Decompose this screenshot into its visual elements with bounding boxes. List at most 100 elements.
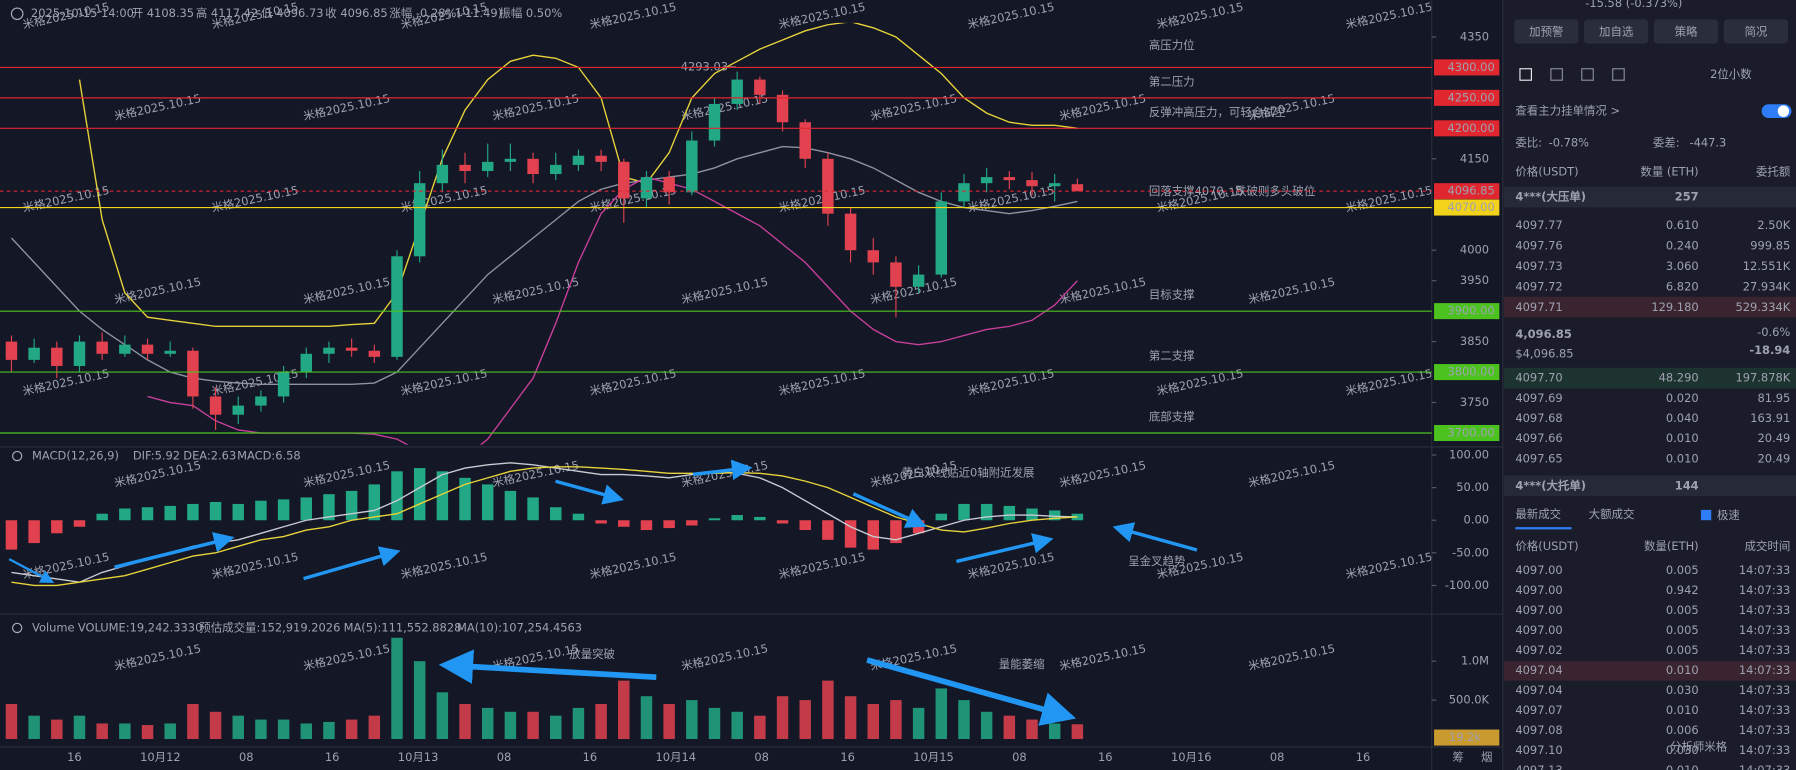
asks-cell: 999.85 [1750, 239, 1790, 253]
candle-body [663, 177, 675, 193]
bids-cell: 0.010 [1666, 431, 1699, 445]
button-label[interactable]: 加预警 [1529, 25, 1563, 39]
button[interactable] [1653, 19, 1719, 44]
asks-cell: 129.180 [1651, 300, 1698, 314]
volume-bar [323, 721, 335, 740]
header-info: 低 4096.73 [261, 6, 323, 20]
macd-bar [51, 520, 63, 534]
volume-tick-label: 500.0K [1449, 693, 1490, 707]
tool-icon[interactable] [1550, 68, 1563, 81]
volume-bar [436, 692, 449, 740]
x-tick-label: 08 [239, 750, 254, 764]
macd-annotation: 呈金叉趋势 [1128, 554, 1185, 568]
volume-bar [686, 700, 698, 740]
tab[interactable]: 大额成交 [1589, 507, 1635, 521]
candle-body [935, 201, 948, 275]
trades-cell: 0.030 [1666, 743, 1699, 757]
tab[interactable]: 最新成交 [1515, 507, 1561, 521]
volume-legend: Volume [32, 620, 75, 634]
macd-legend: DEA:2.63 [183, 449, 236, 463]
candle-body [1026, 180, 1038, 187]
trades-cell: 4097.08 [1515, 723, 1562, 737]
candle-body [368, 350, 381, 357]
candle-body [504, 158, 517, 162]
volume-current-box [1434, 729, 1500, 746]
trades-cell: 14:07:33 [1739, 643, 1790, 657]
level-box [1434, 59, 1500, 76]
button[interactable] [1584, 19, 1649, 44]
x-tick-label: 10月15 [913, 750, 954, 764]
candle-body [754, 79, 766, 95]
candle-body [867, 250, 879, 263]
macd-bar [96, 513, 108, 521]
trades-cell: 4097.00 [1515, 583, 1562, 597]
tool-icon[interactable] [1519, 68, 1532, 81]
macd-bar [776, 520, 789, 524]
trades-cell: 0.006 [1666, 723, 1699, 737]
main-orders-link[interactable]: 查看主力挂单情况 > [1515, 104, 1620, 118]
macd-bar [867, 520, 879, 550]
order-ratio: -447.3 [1689, 136, 1726, 150]
volume-bar [1048, 723, 1061, 740]
candle-body [958, 183, 970, 202]
arrow [555, 479, 624, 505]
tool-icon[interactable] [1581, 68, 1594, 81]
arrow [8, 558, 55, 584]
button[interactable] [1514, 19, 1579, 44]
trades-cell: 4097.00 [1515, 603, 1562, 617]
bids-cell: 163.91 [1750, 411, 1790, 425]
candle-body [5, 341, 18, 360]
trade-header: 成交时间 [1745, 539, 1791, 553]
current-price-label: 4096.85 [1447, 184, 1494, 198]
button-label[interactable]: 简况 [1744, 25, 1767, 39]
macd-tick-label: 100.00 [1449, 448, 1489, 462]
last-price: 4,096.85 [1515, 327, 1571, 341]
macd-bar [1048, 510, 1061, 521]
trades-cell: 4097.00 [1515, 623, 1562, 637]
macd-bar [28, 520, 40, 544]
arrow [114, 532, 235, 569]
candle-body [890, 262, 902, 287]
trades-cell: 0.010 [1666, 763, 1699, 770]
big-bid: 4***(大托单) [1515, 478, 1586, 492]
x-tick-label: 08 [497, 750, 512, 764]
volume-bar [413, 661, 426, 740]
volume-bar [1003, 715, 1016, 740]
volume-bar [822, 680, 834, 740]
bids-cell: 4097.65 [1515, 451, 1562, 465]
trades-cell: 14:07:33 [1739, 663, 1790, 677]
volume-annotation: 量能萎缩 [999, 657, 1045, 671]
volume-bar [980, 711, 993, 740]
candle-body [527, 158, 539, 175]
button-label[interactable]: 策略 [1675, 25, 1698, 39]
button[interactable] [1723, 19, 1788, 44]
candle-body [481, 161, 494, 171]
bids-cell: 81.95 [1758, 391, 1791, 405]
last-change-pct: -0.6% [1757, 325, 1790, 339]
volume-legend: VOLUME:19,242.3330 [78, 620, 202, 634]
checkbox-label[interactable]: 极速 [1717, 508, 1740, 522]
macd-bar [481, 484, 494, 521]
candle-body [300, 353, 313, 373]
book-header: 数量 (ETH) [1640, 164, 1698, 178]
big-ask-size: 257 [1675, 190, 1699, 204]
trade-header: 数量(ETH) [1644, 539, 1699, 553]
volume-bar [912, 707, 925, 740]
volume-bar [618, 680, 630, 740]
tool-icon[interactable] [1612, 68, 1625, 81]
level-note: 高压力位 [1149, 38, 1195, 52]
volume-bar [527, 711, 539, 740]
x-tick-label: 16 [840, 750, 855, 764]
y-tick-label: 3950 [1460, 273, 1489, 287]
checkbox[interactable] [1700, 509, 1712, 521]
level-label: 3800.00 [1447, 365, 1494, 379]
volume-bar [391, 637, 403, 740]
book-header: 委托额 [1756, 164, 1791, 178]
bids-cell: 0.020 [1666, 391, 1699, 405]
decimals[interactable]: 2位小数 [1710, 67, 1752, 81]
trades-cell: 4097.10 [1515, 743, 1562, 757]
bids-cell: 48.290 [1659, 371, 1699, 385]
button-label[interactable]: 加自选 [1599, 25, 1634, 39]
candle-body [96, 341, 108, 354]
macd-bar [277, 499, 290, 521]
